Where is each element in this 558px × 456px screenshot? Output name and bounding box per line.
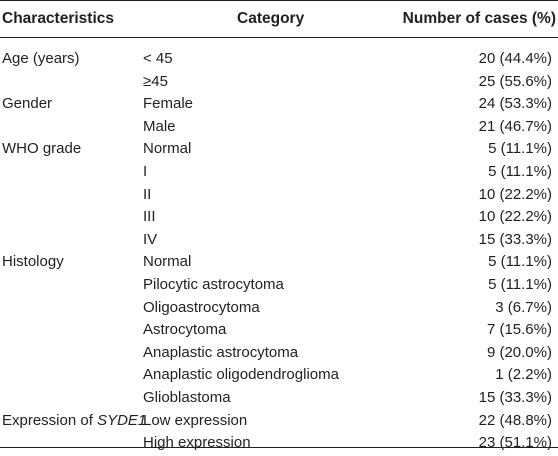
header-characteristics: Characteristics: [2, 10, 115, 27]
cell-category: I: [143, 162, 148, 180]
cell-number-of-cases: 3 (6.7%): [495, 298, 552, 316]
cell-number-of-cases: 20 (44.4%): [478, 50, 552, 67]
cell-number-of-cases: 10 (22.2%): [478, 208, 552, 226]
cell-category: Low expression: [143, 411, 248, 429]
table-row: Histology Normal 5 (11.1%): [0, 252, 558, 275]
cell-category: Astrocytoma: [143, 321, 227, 339]
table-row: Gender Female 24 (53.3%): [0, 94, 558, 117]
cell-number-of-cases: 15 (33.3%): [478, 230, 552, 248]
cell-category: Normal: [143, 140, 192, 158]
cell-characteristic-text: Expression of: [2, 411, 93, 429]
cell-characteristic: Age (years): [2, 49, 80, 69]
header-category: Category: [237, 10, 305, 27]
cell-number-of-cases: 5 (11.1%): [488, 140, 552, 158]
table-row: Age (years) < 45 20 (44.4%): [0, 49, 558, 72]
cell-number-of-cases: 5 (11.1%): [488, 275, 552, 293]
cell-number-of-cases: 7 (15.6%): [486, 321, 552, 339]
table-row: ≥45 25 (55.6%): [0, 72, 558, 95]
cell-characteristic-text: WHO grade: [2, 140, 82, 158]
cell-number-of-cases: 5 (11.1%): [488, 162, 552, 180]
cell-category: II: [143, 185, 152, 203]
cell-characteristic: Histology: [2, 252, 64, 272]
cell-category: III: [143, 208, 156, 226]
cell-category: Female: [143, 95, 194, 113]
table-row: III 10 (22.2%): [0, 207, 558, 230]
cell-number-of-cases: 24 (53.3%): [478, 95, 552, 113]
cell-category: ≥45: [143, 72, 168, 90]
table-row: Oligoastrocytoma 3 (6.7%): [0, 298, 558, 321]
cell-number-of-cases: 25 (55.6%): [478, 72, 552, 90]
table-row: I 5 (11.1%): [0, 162, 558, 185]
cell-category: High expression: [143, 434, 251, 452]
cell-category: IV: [143, 230, 158, 248]
cell-category: < 45: [143, 50, 173, 67]
cell-characteristic-text: Age (years): [2, 50, 80, 67]
cell-characteristic-text: Histology: [2, 253, 64, 271]
table-row: High expression 23 (51.1%): [0, 433, 558, 456]
cell-characteristic: WHO grade: [2, 139, 81, 159]
table-header-rule: [0, 37, 558, 38]
cell-category: Oligoastrocytoma: [143, 298, 260, 316]
table-row: IV 15 (33.3%): [0, 230, 558, 253]
cell-number-of-cases: 5 (11.1%): [488, 253, 552, 271]
cell-number-of-cases: 21 (46.7%): [478, 117, 552, 135]
cell-number-of-cases: 9 (20.0%): [486, 343, 552, 361]
cell-category: Anaplastic astrocytoma: [143, 343, 299, 361]
cell-category: Pilocytic astrocytoma: [143, 275, 284, 293]
cell-number-of-cases: 1 (2.2%): [495, 366, 552, 384]
table-row: Anaplastic oligodendroglioma 1 (2.2%): [0, 365, 558, 388]
cell-characteristic: Expression of SYDE1: [2, 411, 146, 431]
table-row: Expression of SYDE1 Low expression 22 (48.…: [0, 411, 558, 434]
table-top-rule: [0, 0, 558, 1]
cell-category: Anaplastic oligodendroglioma: [143, 366, 339, 384]
cell-characteristic: Gender: [2, 94, 52, 114]
table-row: II 10 (22.2%): [0, 185, 558, 208]
header-number-of-cases: Number of cases (%): [402, 10, 556, 27]
table-row: Glioblastoma 15 (33.3%): [0, 388, 558, 411]
cell-category: Normal: [143, 253, 192, 271]
table-row: Astrocytoma 7 (15.6%): [0, 320, 558, 343]
table-row: Pilocytic astrocytoma 5 (11.1%): [0, 275, 558, 298]
table-header-row: Characteristics Category Number of cases…: [0, 0, 558, 37]
cell-characteristic-gene: SYDE1: [97, 411, 147, 429]
cell-number-of-cases: 10 (22.2%): [478, 185, 552, 203]
cell-number-of-cases: 23 (51.1%): [478, 434, 552, 452]
cell-category: Glioblastoma: [143, 388, 231, 406]
table-row: Male 21 (46.7%): [0, 117, 558, 140]
table-row: Anaplastic astrocytoma 9 (20.0%): [0, 343, 558, 366]
cell-number-of-cases: 15 (33.3%): [478, 388, 552, 406]
table-row: WHO grade Normal 5 (11.1%): [0, 139, 558, 162]
cell-characteristic-text: Gender: [2, 95, 53, 113]
cell-category: Male: [143, 117, 176, 135]
table-body: Age (years) < 45 20 (44.4%) ≥45 25 (55.6%) Ge…: [0, 49, 558, 456]
cell-number-of-cases: 22 (48.8%): [478, 411, 552, 429]
